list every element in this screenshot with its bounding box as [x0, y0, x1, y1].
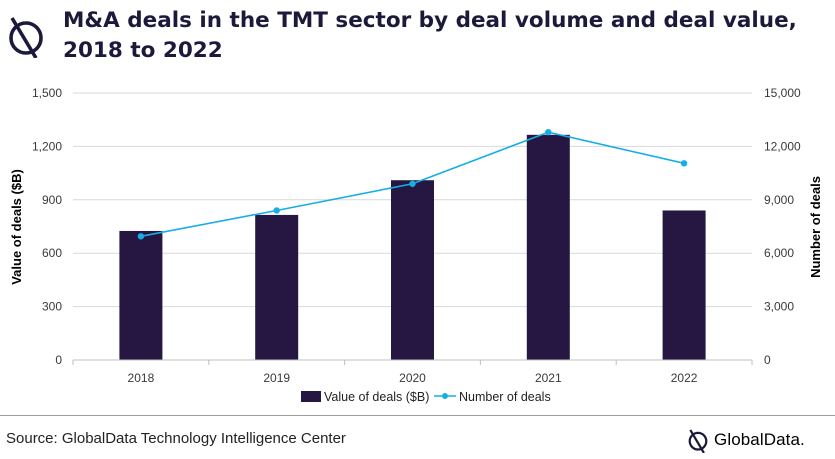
- y2-tick-label: 9,000: [764, 193, 794, 207]
- legend-bar-swatch: [301, 391, 321, 402]
- y2-tick-label: 3,000: [764, 300, 794, 314]
- axes: [72, 359, 753, 365]
- bar-series: [119, 134, 706, 360]
- legend-line-label: Number of deals: [459, 390, 551, 404]
- y2-tick-label: 12,000: [764, 139, 801, 153]
- bar: [662, 210, 706, 360]
- y2-axis-title: Number of deals: [808, 176, 823, 278]
- x-tick-label: 2018: [128, 371, 155, 385]
- chart-title: M&A deals in the TMT sector by deal volu…: [63, 8, 797, 63]
- line-point: [137, 233, 145, 240]
- y-tick-label: 900: [42, 193, 62, 207]
- legend-line-marker: [442, 393, 448, 399]
- bar: [119, 230, 163, 360]
- bar: [526, 134, 570, 360]
- x-tick-label: 2020: [399, 371, 426, 385]
- line-point: [545, 128, 552, 136]
- y2-tick-label: 15,000: [764, 86, 801, 100]
- brand-logo: GlobalData.: [686, 427, 805, 453]
- y-tick-label: 600: [42, 246, 62, 260]
- brand-logo-icon: [688, 429, 708, 453]
- tick-labels: 0 0 300 3,000 600 6,000 900 9,000 1,200 12,000 1,5…: [32, 86, 801, 385]
- y-tick-label: 1,500: [32, 86, 62, 100]
- y2-tick-label: 0: [764, 353, 771, 367]
- footer-divider: [0, 415, 835, 416]
- x-tick-label: 2021: [535, 371, 562, 385]
- line-point: [680, 160, 688, 167]
- y-tick-label: 0: [55, 353, 62, 367]
- legend-bar-label: Value of deals ($B): [324, 390, 429, 404]
- y-tick-label: 1,200: [32, 139, 62, 153]
- brand-name: GlobalData.: [714, 430, 805, 449]
- line-series: [137, 128, 688, 240]
- y-tick-label: 300: [42, 300, 62, 314]
- combo-chart: 0 0 300 3,000 600 6,000 900 9,000 1,200 12,000 1,5…: [9, 86, 823, 404]
- x-tick-label: 2022: [671, 371, 698, 385]
- y2-tick-label: 6,000: [764, 246, 794, 260]
- globaldata-logo-icon: [9, 17, 43, 58]
- y-axis-title: Value of deals ($B): [9, 169, 24, 285]
- source-note: Source: GlobalData Technology Intelligen…: [6, 430, 346, 447]
- chart-legend: Value of deals ($B) Number of deals: [301, 390, 551, 404]
- bar: [391, 180, 434, 360]
- x-tick-label: 2019: [263, 371, 290, 385]
- bar: [255, 214, 299, 360]
- line-point: [273, 207, 280, 214]
- line-point: [409, 180, 416, 187]
